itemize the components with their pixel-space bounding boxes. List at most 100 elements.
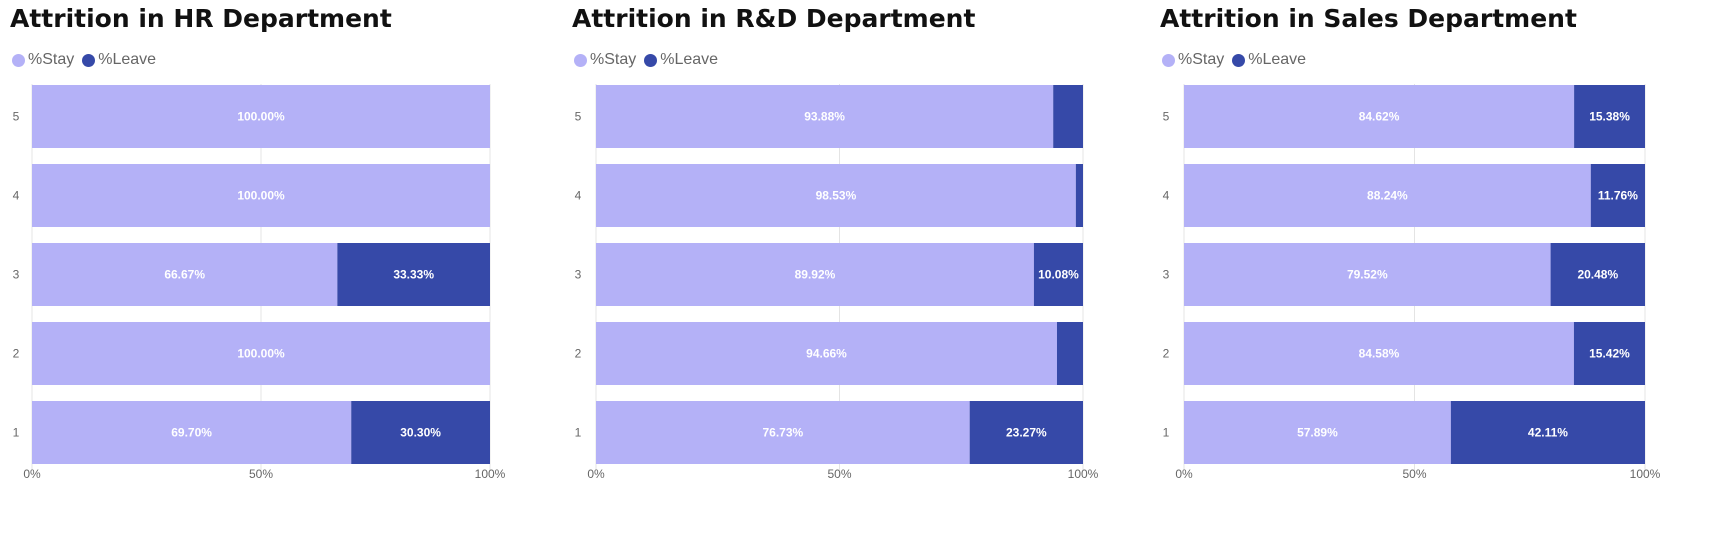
data-label-stay-3: 66.67% bbox=[164, 268, 205, 282]
data-label-leave-1: 30.30% bbox=[400, 426, 441, 440]
y-tick-label: 2 bbox=[13, 347, 20, 361]
legend-item-leave[interactable]: %Leave bbox=[644, 51, 718, 69]
data-label-leave-1: 42.11% bbox=[1528, 426, 1568, 440]
bar-stay-2 bbox=[1184, 322, 1574, 385]
legend-item-stay[interactable]: %Stay bbox=[1162, 51, 1224, 69]
data-label-stay-5: 100.00% bbox=[237, 110, 285, 124]
hr-bar-plot: 0% 50% 100% 5 100.00% 4 100.00% 3 66.67% 33.33% 2 1… bbox=[13, 84, 506, 481]
chart-legend[interactable]: %Stay %Leave bbox=[12, 51, 164, 69]
bar-leave-5 bbox=[1053, 85, 1083, 148]
legend-label-leave: %Leave bbox=[1248, 51, 1307, 68]
data-label-stay-2: 94.66% bbox=[806, 347, 847, 361]
bar-leave-1 bbox=[1450, 401, 1645, 464]
x-tick-label: 50% bbox=[827, 467, 851, 481]
legend-label-stay: %Stay bbox=[1178, 51, 1225, 68]
y-tick-label: 1 bbox=[575, 426, 582, 440]
legend-item-leave[interactable]: %Leave bbox=[82, 51, 156, 69]
y-tick-label: 3 bbox=[1163, 268, 1170, 282]
y-tick-label: 2 bbox=[575, 347, 582, 361]
x-tick-label: 0% bbox=[23, 467, 41, 481]
legend-swatch-leave-icon bbox=[644, 53, 658, 67]
bar-leave-1 bbox=[969, 401, 1083, 464]
data-label-leave-1: 23.27% bbox=[1006, 426, 1047, 440]
data-label-stay-3: 79.52% bbox=[1347, 268, 1388, 282]
data-label-stay-4: 100.00% bbox=[237, 189, 285, 203]
bar-stay-3 bbox=[596, 243, 1034, 306]
bar-leave-3 bbox=[1550, 243, 1645, 306]
legend-swatch-stay-icon bbox=[1162, 53, 1175, 67]
bar-stay-3 bbox=[1184, 243, 1551, 306]
x-tick-label: 100% bbox=[1068, 467, 1099, 481]
x-tick-label: 0% bbox=[587, 467, 605, 481]
data-label-stay-1: 69.70% bbox=[171, 426, 212, 440]
y-tick-label: 2 bbox=[1163, 347, 1170, 361]
legend-label-leave: %Leave bbox=[660, 51, 719, 68]
y-tick-label: 4 bbox=[13, 189, 20, 203]
rnd-attrition-chart: Attrition in R&D Department %Stay %Leave… bbox=[572, 0, 1152, 544]
rnd-bar-plot: 0% 50% 100% 5 93.88% 4 98.53% 3 89.92% 10.08% 2 94.… bbox=[575, 84, 1099, 481]
chart-legend[interactable]: %Stay %Leave bbox=[1162, 51, 1314, 69]
y-tick-label: 1 bbox=[1163, 426, 1170, 440]
legend-label-leave: %Leave bbox=[98, 51, 157, 68]
y-tick-label: 3 bbox=[13, 268, 20, 282]
legend-item-stay[interactable]: %Stay bbox=[12, 51, 74, 69]
legend-label-stay: %Stay bbox=[28, 51, 75, 68]
bar-leave-2 bbox=[1573, 322, 1645, 385]
bar-leave-3 bbox=[1033, 243, 1083, 306]
bar-leave-4 bbox=[1075, 164, 1083, 227]
sales-bar-plot: 0% 50% 100% 5 84.62% 15.38% 4 88.24% 11.76% 3 79.5… bbox=[1163, 84, 1661, 481]
hr-attrition-chart: Attrition in HR Department %Stay %Leave … bbox=[10, 0, 560, 544]
y-tick-label: 4 bbox=[1163, 189, 1170, 203]
y-tick-label: 5 bbox=[575, 110, 582, 124]
bar-leave-4 bbox=[1590, 164, 1645, 227]
x-tick-label: 100% bbox=[1630, 467, 1661, 481]
data-label-stay-3: 89.92% bbox=[795, 268, 836, 282]
y-tick-label: 4 bbox=[575, 189, 582, 203]
legend-label-stay: %Stay bbox=[590, 51, 637, 68]
bar-stay-1 bbox=[596, 401, 970, 464]
data-label-stay-1: 57.89% bbox=[1297, 426, 1338, 440]
y-tick-label: 1 bbox=[13, 426, 20, 440]
data-label-stay-2: 100.00% bbox=[237, 347, 285, 361]
bar-leave-3 bbox=[337, 243, 490, 306]
data-label-stay-1: 76.73% bbox=[762, 426, 803, 440]
y-tick-label: 3 bbox=[575, 268, 582, 282]
bar-stay-3 bbox=[32, 243, 338, 306]
chart-title: Attrition in HR Department bbox=[10, 4, 392, 33]
data-label-leave-3: 33.33% bbox=[393, 268, 434, 282]
bar-stay-4 bbox=[596, 164, 1076, 227]
chart-legend[interactable]: %Stay %Leave bbox=[574, 51, 726, 69]
legend-item-stay[interactable]: %Stay bbox=[574, 51, 636, 69]
legend-swatch-stay-icon bbox=[574, 53, 587, 67]
data-label-stay-5: 93.88% bbox=[804, 110, 845, 124]
data-label-leave-5: 15.38% bbox=[1589, 110, 1630, 124]
x-tick-label: 50% bbox=[249, 467, 273, 481]
x-tick-label: 0% bbox=[1175, 467, 1193, 481]
legend-item-leave[interactable]: %Leave bbox=[1232, 51, 1306, 69]
bar-stay-1 bbox=[32, 401, 352, 464]
y-tick-label: 5 bbox=[13, 110, 20, 124]
data-label-leave-3: 10.08% bbox=[1038, 268, 1079, 282]
data-label-leave-4: 11.76% bbox=[1598, 189, 1638, 203]
bar-stay-2 bbox=[596, 322, 1057, 385]
data-label-stay-4: 88.24% bbox=[1367, 189, 1408, 203]
bar-stay-1 bbox=[1184, 401, 1451, 464]
y-tick-label: 5 bbox=[1163, 110, 1170, 124]
bar-leave-2 bbox=[1056, 322, 1083, 385]
bar-stay-5 bbox=[1184, 85, 1575, 148]
bar-stay-2 bbox=[32, 322, 490, 385]
legend-swatch-leave-icon bbox=[1232, 53, 1246, 67]
legend-swatch-leave-icon bbox=[82, 53, 96, 67]
x-tick-label: 50% bbox=[1402, 467, 1426, 481]
data-label-stay-4: 98.53% bbox=[816, 189, 857, 203]
x-tick-label: 100% bbox=[475, 467, 506, 481]
chart-title: Attrition in Sales Department bbox=[1160, 4, 1577, 33]
legend-swatch-stay-icon bbox=[12, 53, 25, 67]
bar-leave-5 bbox=[1574, 85, 1645, 148]
data-label-stay-5: 84.62% bbox=[1359, 110, 1400, 124]
data-label-leave-2: 15.42% bbox=[1589, 347, 1630, 361]
bar-stay-5 bbox=[32, 85, 490, 148]
bar-stay-4 bbox=[32, 164, 490, 227]
bar-stay-4 bbox=[1184, 164, 1591, 227]
bar-stay-5 bbox=[596, 85, 1054, 148]
